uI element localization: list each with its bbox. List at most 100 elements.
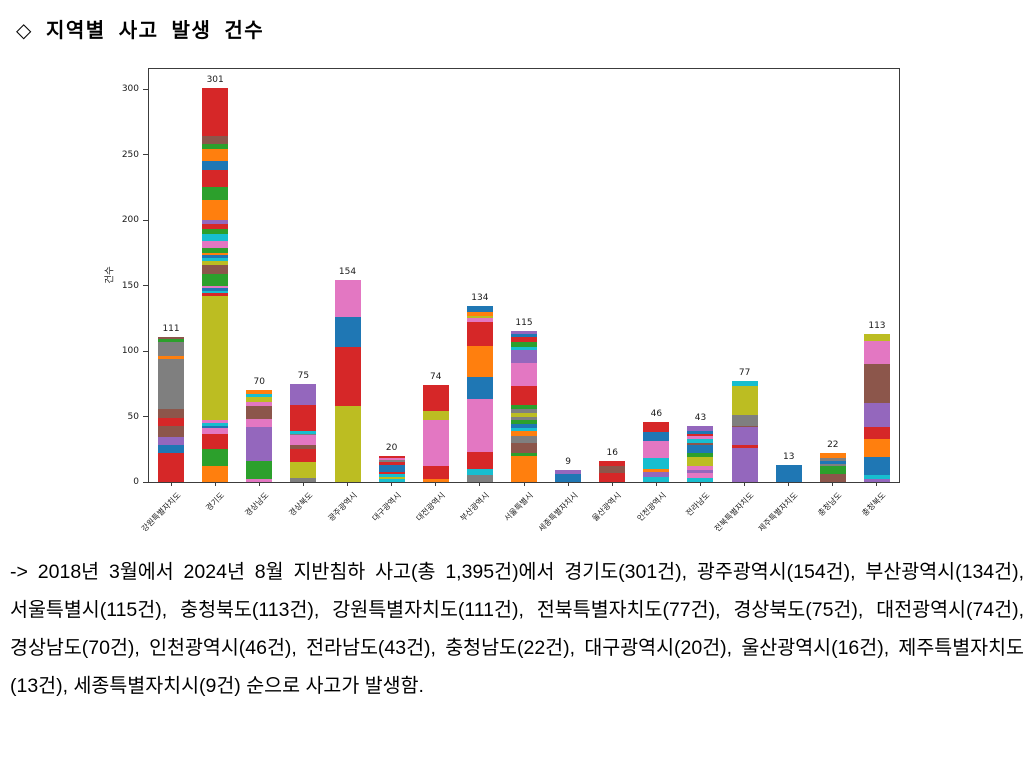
bar-segment: [290, 445, 317, 450]
bar-segment: [731, 386, 758, 416]
bar-segment: [158, 425, 185, 438]
x-tick-label: 대전광역시: [414, 490, 447, 524]
bar-segment: [466, 306, 493, 312]
bar-segment: [246, 402, 273, 407]
bar-segment: [863, 438, 890, 458]
y-tick-mark: [143, 88, 148, 90]
bar-segment: [158, 356, 185, 359]
bar-segment: [819, 463, 846, 467]
bar-segment: [511, 428, 537, 431]
bar-segment: [687, 442, 714, 446]
bar-segment: [158, 339, 185, 342]
bar-segment: [687, 466, 714, 471]
bar-segment: [511, 408, 537, 413]
bar-segment: [511, 336, 537, 342]
bar-segment: [863, 457, 890, 476]
bar-segment: [511, 455, 537, 482]
bar-segment: [687, 457, 714, 467]
bar-segment: [334, 406, 361, 482]
bar-segment: [511, 362, 537, 387]
x-tick-label: 인천광역시: [635, 490, 668, 524]
x-tick-label: 부산광역시: [458, 490, 491, 524]
bar-segment: [643, 432, 670, 442]
bar-충청남도: [819, 69, 846, 482]
bar-segment: [202, 293, 229, 296]
bar-segment: [511, 424, 537, 429]
bar-segment: [202, 223, 229, 230]
bar-segment: [378, 455, 405, 459]
bar-segment: [202, 144, 229, 150]
bar-segment: [643, 421, 670, 433]
bar-segment: [334, 280, 361, 317]
y-tick-mark: [143, 219, 148, 221]
bar-인천광역시: [643, 69, 670, 482]
bar-segment: [643, 471, 670, 477]
bar-segment: [378, 459, 405, 463]
bar-경상북도: [290, 69, 317, 482]
bar-segment: [290, 430, 317, 434]
bar-segment: [687, 433, 714, 437]
bar-segment: [246, 390, 273, 395]
bar-segment: [290, 404, 317, 431]
bar-segment: [511, 436, 537, 443]
page-title: ◇ 지역별 사고 발생 건수: [16, 20, 265, 42]
bar-segment: [202, 234, 229, 241]
bar-segment: [202, 264, 229, 274]
bar-segment: [466, 377, 493, 400]
bar-segment: [202, 200, 229, 220]
bar-value-label: 16: [606, 448, 618, 459]
bar-segment: [731, 381, 758, 387]
x-tick-mark: [832, 482, 834, 486]
x-tick-label: 대구광역시: [370, 490, 403, 524]
bar-value-label: 46: [650, 408, 663, 419]
y-tick-mark: [143, 154, 148, 155]
bar-segment: [599, 472, 626, 482]
bar-대구광역시: [378, 69, 405, 482]
y-tick-mark: [143, 350, 148, 352]
bar-경기도: [202, 69, 229, 482]
bar-서울특별시: [511, 69, 537, 482]
bar-segment: [555, 474, 582, 482]
x-tick-mark: [435, 482, 437, 486]
x-tick-label: 전라남도: [684, 490, 712, 518]
bar-segment: [511, 386, 537, 405]
bar-segment: [202, 247, 229, 253]
bar-segment: [775, 464, 802, 482]
bar-segment: [422, 466, 449, 480]
bar-segment: [202, 288, 229, 291]
bar-segment: [511, 341, 537, 348]
bar-segment: [863, 427, 890, 439]
bar-segment: [202, 423, 229, 426]
bar-value-label: 115: [515, 318, 533, 329]
bar-segment: [819, 466, 846, 475]
bar-segment: [511, 333, 537, 337]
bar-제주특별자치도: [775, 69, 802, 482]
x-tick-mark: [479, 482, 481, 486]
bar-segment: [687, 438, 714, 443]
bar-segment: [599, 461, 626, 467]
bar-segment: [202, 240, 229, 248]
bar-segment: [511, 404, 537, 409]
bar-value-label: 134: [471, 293, 489, 304]
y-tick-label: 50: [127, 411, 139, 422]
bar-segment: [290, 434, 317, 446]
x-tick-mark: [391, 482, 393, 486]
bar-segment: [643, 458, 670, 469]
bar-전북특별자치도: [731, 69, 758, 482]
bar-segment: [158, 453, 185, 482]
bar-segment: [687, 472, 714, 479]
bar-segment: [202, 252, 229, 256]
bar-value-label: 113: [868, 320, 886, 331]
x-tick-label: 충청남도: [816, 490, 844, 518]
y-tick-mark: [143, 285, 148, 286]
bar-segment: [422, 385, 449, 412]
bar-segment: [466, 451, 493, 469]
bar-충청북도: [863, 69, 890, 482]
bar-segment: [246, 419, 273, 427]
y-tick-mark: [143, 416, 148, 417]
bar-segment: [202, 161, 229, 171]
bar-segment: [819, 461, 846, 464]
x-tick-mark: [699, 482, 701, 486]
bar-segment: [863, 333, 890, 341]
x-tick-mark: [347, 482, 349, 486]
